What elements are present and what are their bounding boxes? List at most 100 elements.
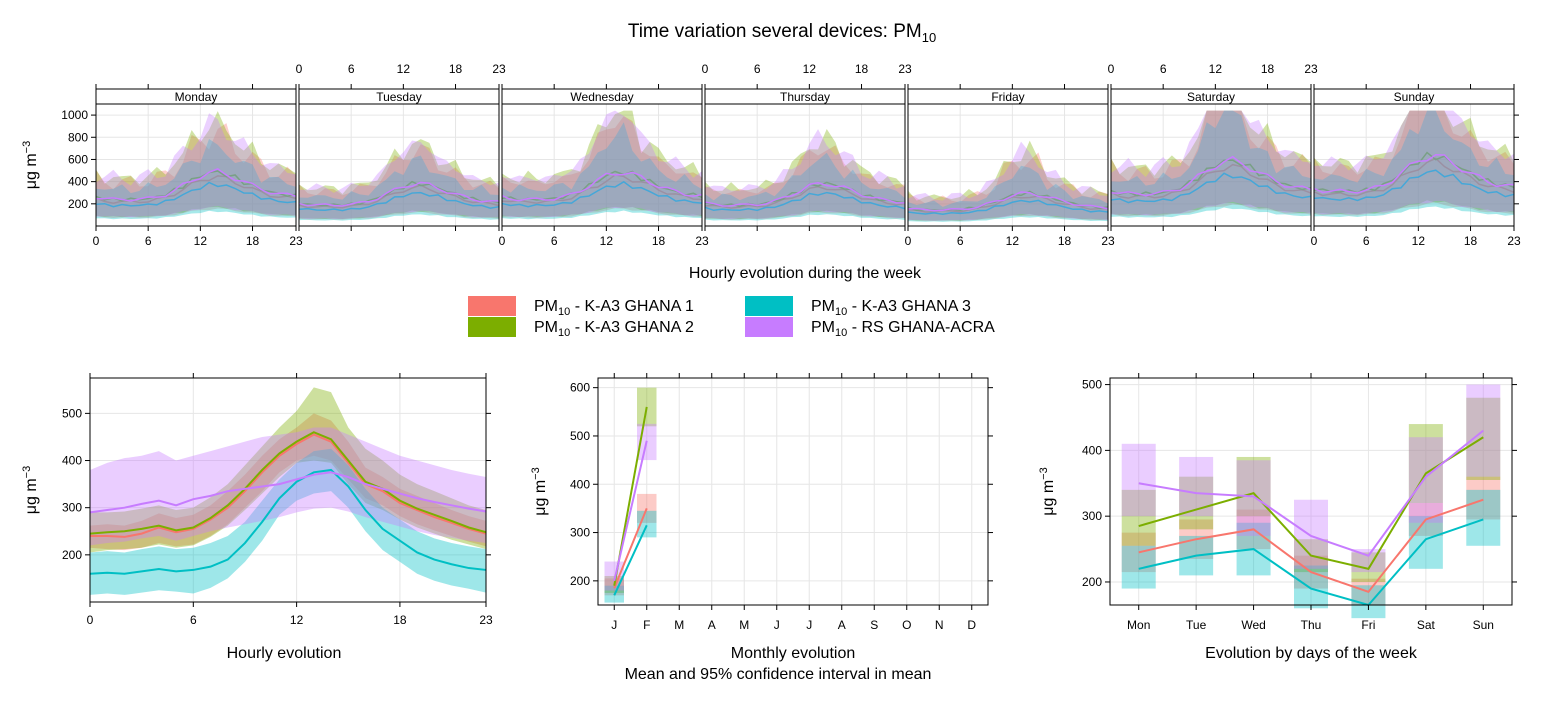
hourly-panel: Hourly evolution 200 300 400 500 0 6 12 18 23 μg … <box>21 373 493 662</box>
weekly-band-k-a3-ghana-3 <box>96 139 296 220</box>
weekday-ci-box-k-a3-ghana-2 <box>1121 489 1156 546</box>
weekday-ci-box-k-a3-ghana-3 <box>1466 489 1501 546</box>
hourly-x-axis-label: Hourly evolution <box>227 645 342 662</box>
weekday-ci-box-rs-ghana-acra <box>1408 437 1443 523</box>
monthly-x-tick-label-m: M <box>739 618 749 632</box>
hourly-line-k-a3-ghana-1 <box>90 433 487 538</box>
monthly-x-tick-label-a: A <box>708 618 716 632</box>
weekday-ci-box-rs-ghana-acra <box>1179 456 1214 517</box>
hourly-x-tick-label: 18 <box>393 613 407 627</box>
weekly-y-tick-label: 600 <box>68 152 88 166</box>
monthly-x-tick-label-m: M <box>674 618 684 632</box>
hourly-x-tick-label: 0 <box>87 613 94 627</box>
weekly-band-k-a3-ghana-3 <box>705 152 905 221</box>
hourly-band-k-a3-ghana-1 <box>90 413 486 551</box>
weekday-ci-box-k-a3-ghana-1 <box>1466 476 1501 520</box>
weekly-panel-thursday: Thursday 0 6 12 18 23 <box>702 62 912 231</box>
weekly-x-tick-label: 18 <box>449 62 463 76</box>
weekday-ci-box-k-a3-ghana-2 <box>1179 476 1214 530</box>
weekly-y-title: μg m−3 <box>21 141 40 189</box>
weekly-x-axis-label: Hourly evolution during the week <box>689 265 922 282</box>
weekly-band-k-a3-ghana-1 <box>96 123 296 219</box>
weekly-panel-wednesday: Wednesday 0 6 12 18 23 <box>499 84 709 248</box>
weekly-line-k-a3-ghana-3 <box>1110 172 1312 204</box>
hourly-y-tick-label: 300 <box>62 501 82 515</box>
monthly-x-tick-label-j: J <box>774 618 780 632</box>
monthly-x-tick-label-o: O <box>902 618 911 632</box>
monthly-x-tick-label-f: F <box>643 618 650 632</box>
weekday-ci-box-rs-ghana-acra <box>1121 443 1156 517</box>
weekday-line-k-a3-ghana-1 <box>1138 498 1484 594</box>
weekly-panel-group: μg m−3 Hourly evolution during the week … <box>21 62 1521 282</box>
weekly-x-tick-label: 18 <box>652 234 666 248</box>
monthly-y-title: μg m−3 <box>530 467 549 515</box>
legend-label-k-a3-ghana-2: PM10 - K-A3 GHANA 2 <box>534 319 694 339</box>
weekly-line-rs-ghana-acra <box>501 171 703 202</box>
weekly-line-rs-ghana-acra <box>1313 153 1515 194</box>
weekday-x-tick-label-tue: Tue <box>1186 618 1207 632</box>
legend-label-k-a3-ghana-3: PM10 - K-A3 GHANA 3 <box>811 298 971 318</box>
weekday-line-k-a3-ghana-3 <box>1138 518 1484 607</box>
monthly-y-tick-label: 200 <box>570 574 590 588</box>
footer-note: Mean and 95% confidence interval in mean <box>625 666 932 683</box>
weekday-x-axis-label: Evolution by days of the week <box>1205 645 1418 662</box>
weekly-line-k-a3-ghana-2 <box>501 170 703 202</box>
weekly-x-tick-label: 6 <box>145 234 152 248</box>
weekly-band-rs-ghana-acra <box>705 129 905 220</box>
weekly-x-tick-label: 12 <box>1209 62 1223 76</box>
weekly-frame <box>501 103 703 227</box>
hourly-x-tick-label: 23 <box>479 613 493 627</box>
weekday-y-tick-label: 200 <box>1082 575 1102 589</box>
weekly-x-tick-label: 0 <box>499 234 506 248</box>
weekly-x-tick-label: 12 <box>1412 234 1426 248</box>
weekday-ci-box-k-a3-ghana-3 <box>1408 516 1443 569</box>
weekday-x-tick-label-sun: Sun <box>1473 618 1494 632</box>
weekly-band-rs-ghana-acra <box>1111 110 1311 216</box>
weekly-line-rs-ghana-acra <box>704 181 906 207</box>
monthly-x-tick-label-s: S <box>870 618 878 632</box>
monthly-x-tick-label-j: J <box>806 618 812 632</box>
chart-title: Time variation several devices: PM10 <box>628 21 936 45</box>
monthly-y-tick-label: 400 <box>570 477 590 491</box>
weekly-band-k-a3-ghana-3 <box>908 165 1108 222</box>
weekly-y-tick-label: 200 <box>68 197 88 211</box>
weekly-x-tick-label: 0 <box>905 234 912 248</box>
legend-item-k-a3-ghana-3: PM10 - K-A3 GHANA 3 <box>745 296 971 318</box>
weekly-x-tick-label: 6 <box>754 62 761 76</box>
weekly-line-k-a3-ghana-1 <box>501 174 703 205</box>
weekly-frame <box>298 103 500 227</box>
weekly-x-tick-label: 23 <box>898 62 912 76</box>
weekly-line-k-a3-ghana-2 <box>1313 151 1515 194</box>
weekly-x-tick-label: 6 <box>551 234 558 248</box>
weekday-x-tick-label-wed: Wed <box>1241 618 1265 632</box>
hourly-x-tick-label: 12 <box>290 613 304 627</box>
weekly-x-tick-label: 18 <box>1261 62 1275 76</box>
weekly-band-k-a3-ghana-2 <box>96 111 296 218</box>
legend-item-rs-ghana-acra: PM10 - RS GHANA-ACRA <box>745 317 995 339</box>
weekday-y-tick-label: 500 <box>1082 378 1102 392</box>
weekly-line-k-a3-ghana-3 <box>704 191 906 212</box>
hourly-y-tick-label: 500 <box>62 406 82 420</box>
weekly-strip-label-thursday: Thursday <box>780 90 830 104</box>
monthly-x-axis-label: Monthly evolution <box>731 645 856 662</box>
weekly-frame <box>1313 103 1515 227</box>
weekday-panel: Evolution by days of the week 200 300 400 5… <box>1038 373 1517 662</box>
legend-label-k-a3-ghana-1: PM10 - K-A3 GHANA 1 <box>534 298 694 318</box>
weekly-x-tick-label: 6 <box>1160 62 1167 76</box>
legend-swatch-k-a3-ghana-2 <box>468 317 516 337</box>
weekly-x-tick-label: 0 <box>1311 234 1318 248</box>
weekday-line-k-a3-ghana-2 <box>1138 436 1484 570</box>
weekday-x-tick-label-mon: Mon <box>1127 618 1150 632</box>
hourly-y-title: μg m−3 <box>21 466 40 514</box>
legend-item-k-a3-ghana-1: PM10 - K-A3 GHANA 1 <box>468 296 694 318</box>
weekly-y-tick-label: 400 <box>68 175 88 189</box>
weekly-x-tick-label: 0 <box>296 62 303 76</box>
hourly-y-tick-label: 400 <box>62 454 82 468</box>
weekly-x-tick-label: 23 <box>1304 62 1318 76</box>
weekly-x-tick-label: 0 <box>702 62 709 76</box>
hourly-line-rs-ghana-acra <box>89 471 487 514</box>
hourly-band-k-a3-ghana-2 <box>90 387 486 553</box>
weekly-x-tick-label: 23 <box>289 234 303 248</box>
weekly-x-tick-label: 6 <box>957 234 964 248</box>
weekly-x-tick-label: 23 <box>492 62 506 76</box>
